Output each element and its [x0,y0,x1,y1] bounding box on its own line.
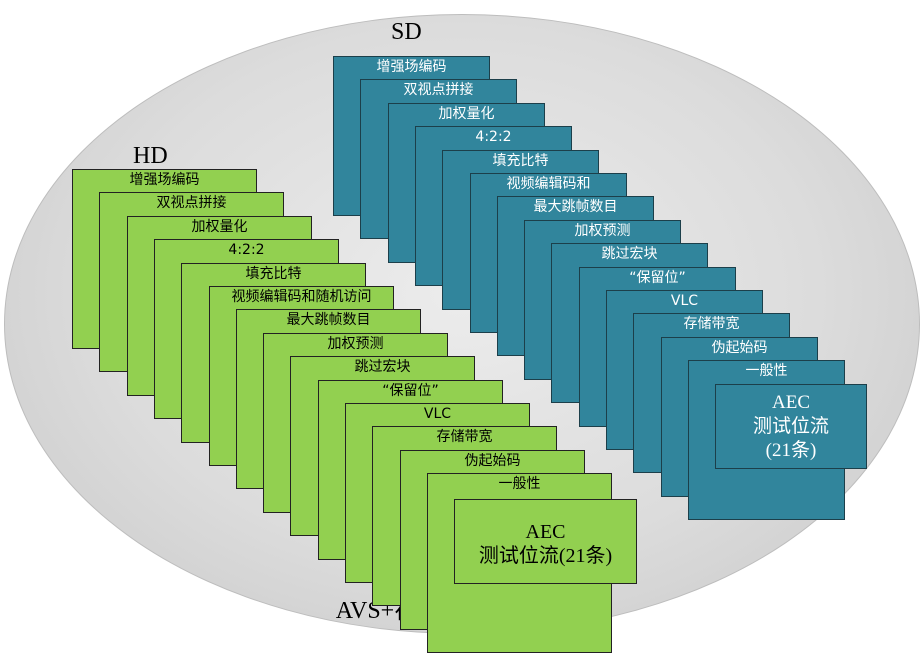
sd-aec-line: 测试位流 [752,416,829,437]
sd-title: SD [391,19,422,45]
sd-aec-card: AEC 测试位流 (21条) [715,384,867,469]
hd-aec-line: AEC [525,521,566,543]
sd-aec-line: AEC [772,392,810,413]
hd-title: HD [133,143,168,169]
hd-aec-line: 测试位流(21条) [478,545,613,567]
hd-aec-card: AEC 测试位流(21条) [454,499,637,584]
sd-aec-line: (21条) [765,440,817,461]
